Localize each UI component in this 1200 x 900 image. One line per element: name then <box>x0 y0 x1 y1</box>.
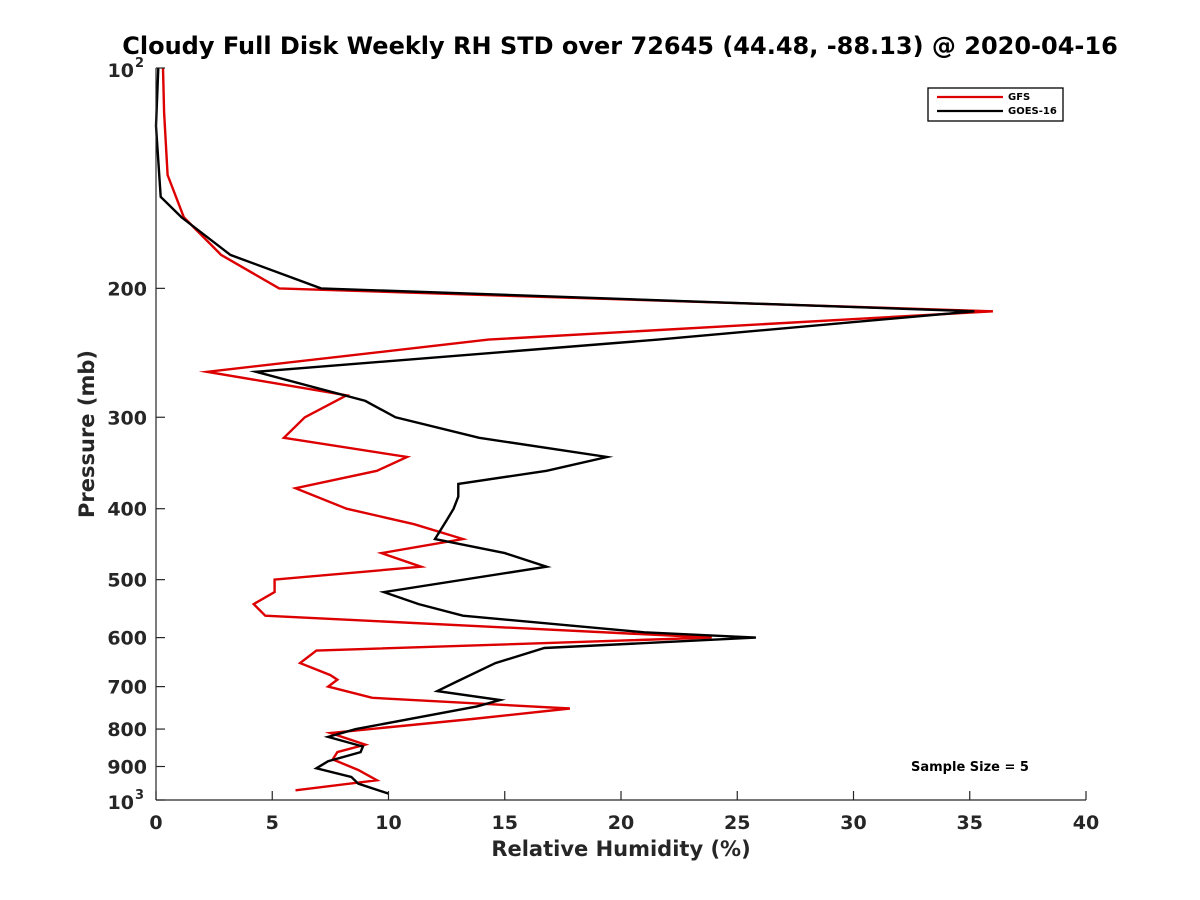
x-tick-label: 30 <box>840 812 866 834</box>
x-axis-label: Relative Humidity (%) <box>491 837 750 861</box>
chart-title: Cloudy Full Disk Weekly RH STD over 7264… <box>122 32 1118 60</box>
y-tick-label: 900 <box>107 757 147 779</box>
legend-label-gfs: GFS <box>1008 92 1030 103</box>
y-tick-label: 700 <box>107 677 147 699</box>
y-tick-label: 500 <box>107 570 147 592</box>
legend-label-goes16: GOES-16 <box>1008 106 1057 117</box>
series-layer <box>154 67 994 795</box>
y-tick-label: 300 <box>107 407 147 429</box>
series-line-goes16 <box>154 67 975 795</box>
y-tick-exponent: 2 <box>135 56 144 71</box>
x-tick-label: 0 <box>149 812 162 834</box>
y-tick-exponent: 3 <box>135 788 144 803</box>
y-tick-label: 800 <box>107 719 147 741</box>
x-tick-label: 20 <box>608 812 634 834</box>
x-ticks: 0 5 10 15 20 25 30 35 40 <box>149 791 1099 834</box>
x-tick-label: 5 <box>266 812 279 834</box>
y-tick-label: 200 <box>107 278 147 300</box>
series-line-gfs <box>161 67 994 792</box>
plot-area <box>156 68 1086 800</box>
y-tick-label: 10 <box>108 60 134 82</box>
y-tick-label: 600 <box>107 628 147 650</box>
y-tick-label: 400 <box>107 499 147 521</box>
x-tick-label: 15 <box>492 812 518 834</box>
legend: GFS GOES-16 <box>927 87 1064 122</box>
sample-size-annotation: Sample Size = 5 <box>911 760 1029 775</box>
x-tick-label: 35 <box>957 812 983 834</box>
y-tick-label: 10 <box>108 792 134 814</box>
x-tick-label: 25 <box>724 812 750 834</box>
legend-box <box>927 87 1064 122</box>
y-axis-label: Pressure (mb) <box>75 350 99 518</box>
x-tick-label: 10 <box>375 812 401 834</box>
x-tick-label: 40 <box>1073 812 1099 834</box>
